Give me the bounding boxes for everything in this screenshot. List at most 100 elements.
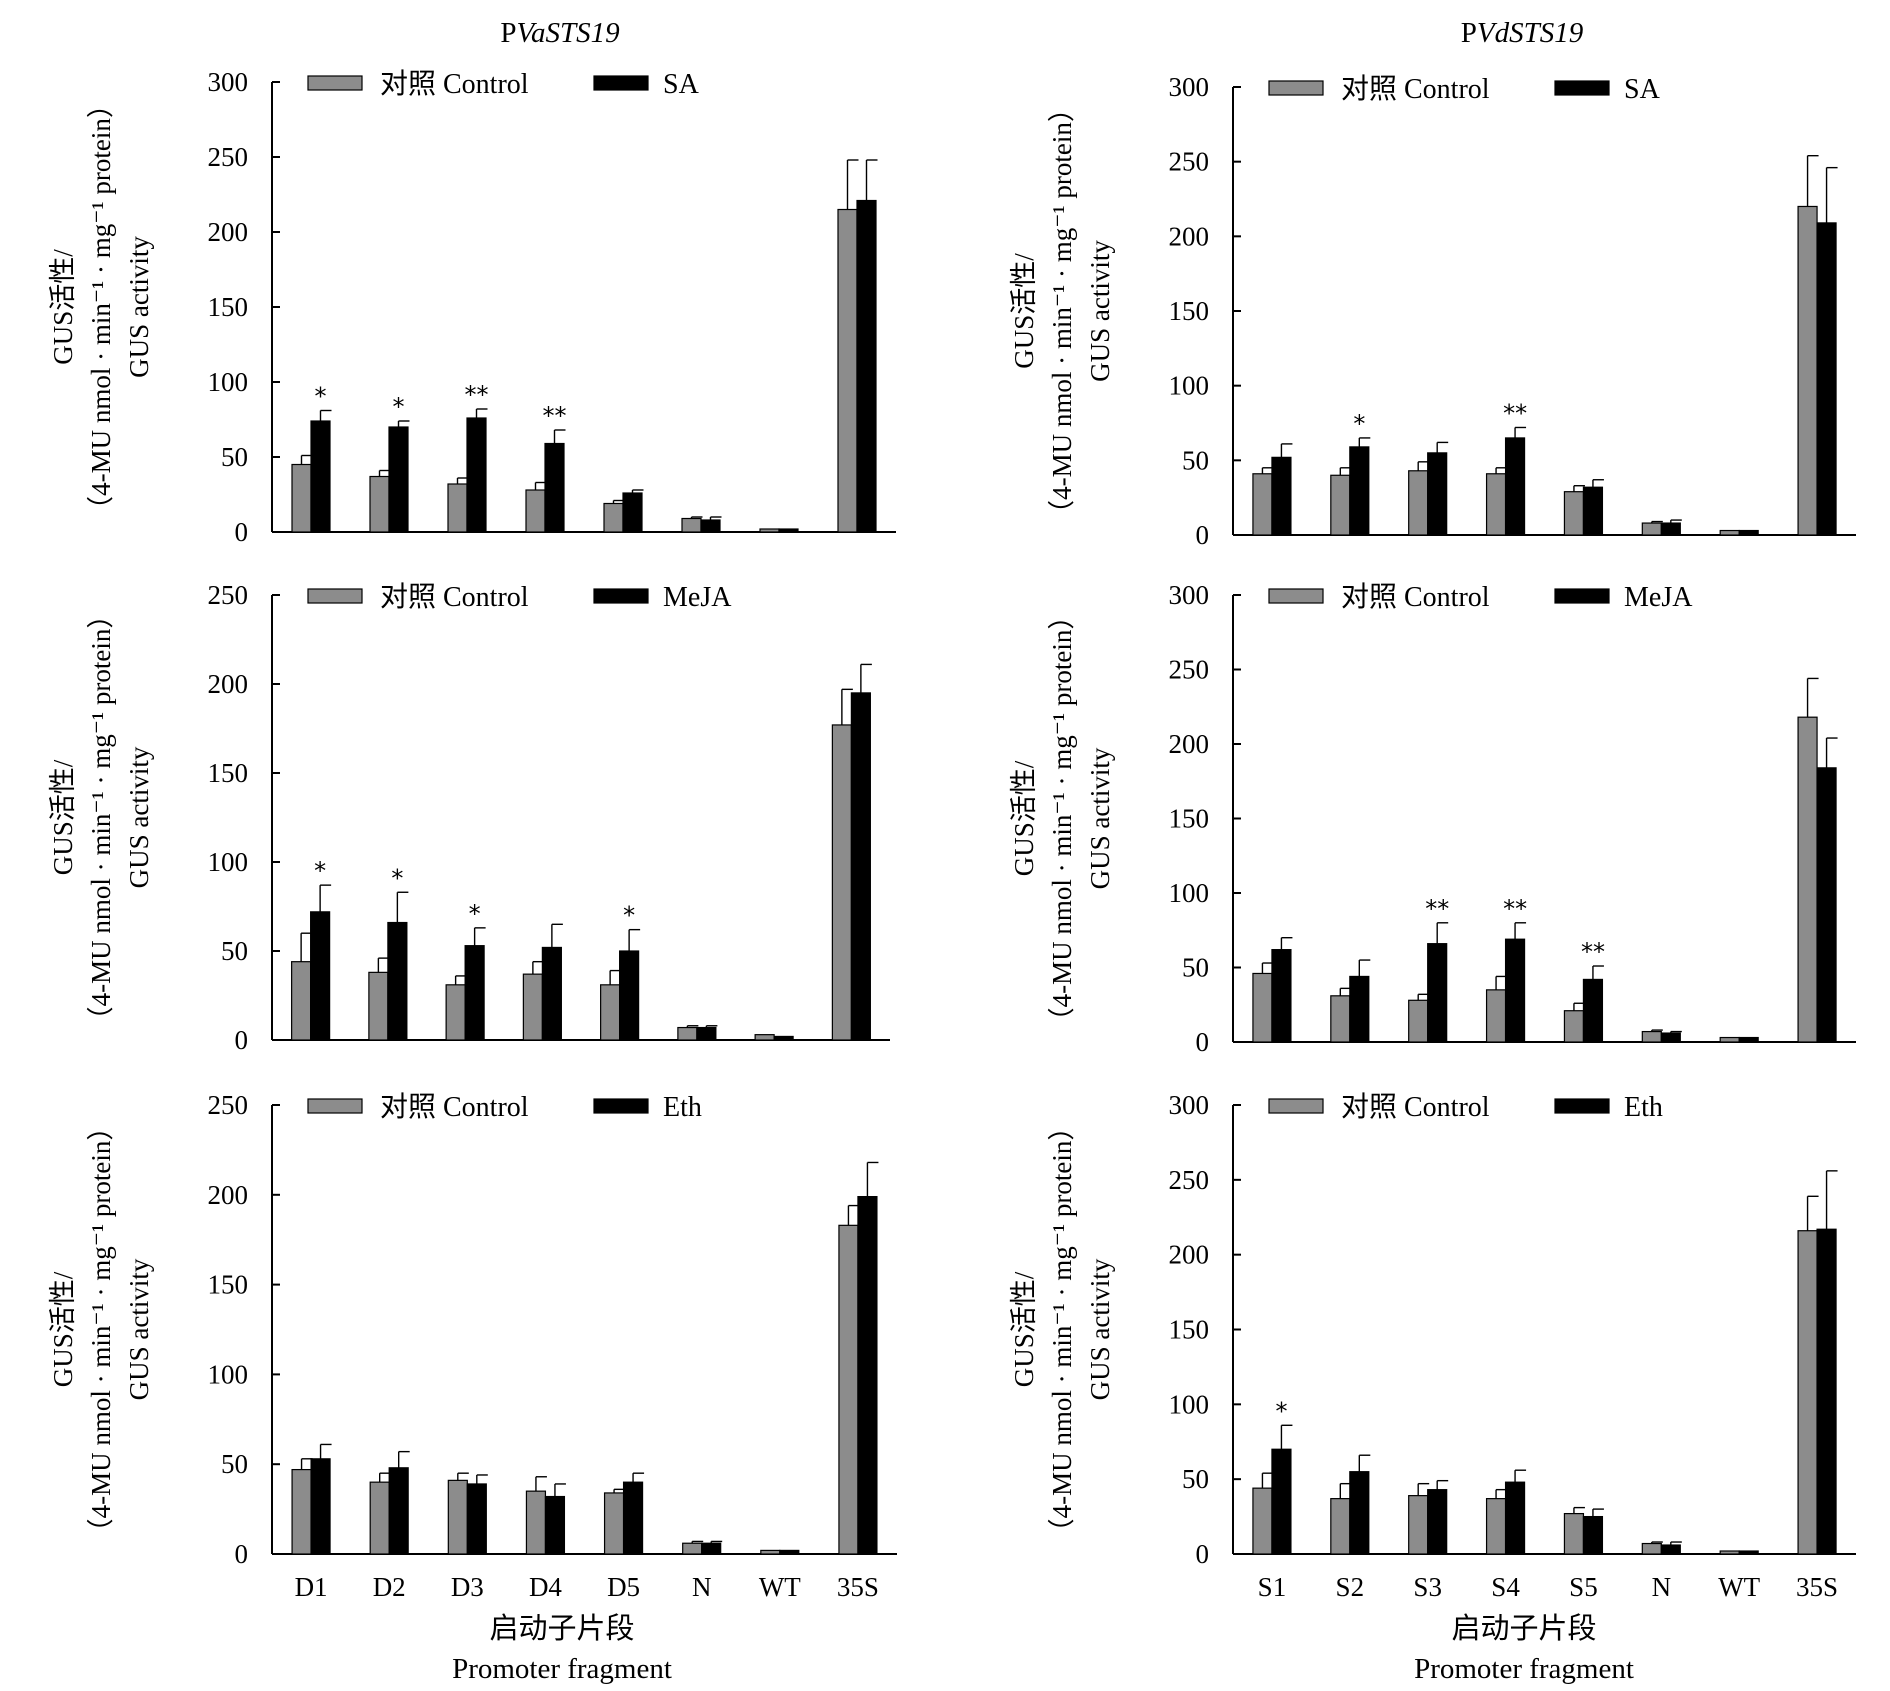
- y-tick-label: 0: [1196, 520, 1210, 550]
- significance-marker: **: [1581, 938, 1605, 966]
- y-tick-label: 150: [208, 758, 249, 788]
- bar-treatment: [1427, 943, 1448, 1043]
- bar-treatment: [388, 1467, 409, 1555]
- bar-control: [1485, 473, 1507, 536]
- bar-treatment: [544, 1495, 566, 1555]
- y-tick-label: 50: [221, 936, 248, 966]
- legend-label-control: 对照 Control: [380, 68, 529, 100]
- x-axis-title-right-cn: 启动子片段: [1451, 1612, 1596, 1645]
- bar-control: [1330, 995, 1351, 1043]
- bar-control: [447, 483, 468, 533]
- bar-control: [1485, 1498, 1507, 1555]
- legend-swatch-control: [1268, 80, 1324, 96]
- bar-control: [525, 489, 546, 533]
- y-tick-label: 250: [1169, 655, 1210, 685]
- legend-swatch-control: [307, 1098, 363, 1114]
- y-axis-label-line1: GUS活性/: [1009, 1271, 1039, 1387]
- x-axis-title-right-en: Promoter fragment: [1414, 1653, 1634, 1685]
- significance-marker: *: [1275, 1397, 1287, 1425]
- x-tick-label: WT: [1718, 1572, 1760, 1602]
- y-tick-label: 200: [208, 217, 249, 247]
- x-axis-title-left-en: Promoter fragment: [452, 1653, 672, 1685]
- y-tick-label: 50: [221, 442, 248, 472]
- bar-control: [1719, 529, 1740, 536]
- y-tick-label: 200: [1169, 729, 1210, 759]
- bar-control: [1252, 972, 1273, 1043]
- column-title-right: PVdSTS19: [1461, 17, 1584, 49]
- x-tick-label: WT: [759, 1572, 801, 1602]
- bar-control: [831, 724, 852, 1041]
- y-axis-label-line2: （4-MU nmol · min⁻¹ · mg⁻¹ protein）: [86, 91, 116, 523]
- significance-marker: **: [1503, 399, 1527, 427]
- significance-marker: **: [1425, 895, 1449, 923]
- significance-marker: *: [623, 902, 635, 930]
- bar-treatment: [1427, 1489, 1448, 1555]
- y-tick-label: 100: [1169, 371, 1210, 401]
- bar-control: [369, 475, 390, 533]
- significance-marker: *: [314, 857, 326, 885]
- y-tick-label: 150: [1169, 296, 1210, 326]
- bar-treatment: [1271, 1448, 1292, 1555]
- bar-control: [759, 528, 780, 533]
- y-tick-label: 50: [1182, 953, 1209, 983]
- legend-label-control: 对照 Control: [380, 1091, 529, 1123]
- legend-swatch-control: [1268, 588, 1324, 604]
- bar-control: [1563, 1010, 1585, 1043]
- bar-treatment: [1582, 1515, 1604, 1555]
- y-axis-label-line1: GUS活性/: [48, 759, 78, 875]
- legend-label-treatment: Eth: [663, 1092, 702, 1123]
- bar-control: [1408, 470, 1429, 536]
- bar-control: [600, 984, 621, 1041]
- bar-treatment: [1816, 1228, 1837, 1555]
- bar-control: [522, 973, 543, 1041]
- x-tick-label: S2: [1336, 1572, 1365, 1602]
- legend-swatch-control: [307, 75, 363, 91]
- y-axis-label: GUS活性/ （4-MU nmol · min⁻¹ · mg⁻¹ protein）…: [1009, 1114, 1115, 1546]
- y-tick-label: 0: [235, 1025, 249, 1055]
- y-tick-label: 0: [235, 1539, 249, 1569]
- bar-control: [1408, 999, 1429, 1043]
- legend-label-treatment: Eth: [1624, 1092, 1663, 1123]
- y-tick-label: 0: [235, 517, 249, 547]
- y-axis-label-line2: （4-MU nmol · min⁻¹ · mg⁻¹ protein）: [1047, 1114, 1077, 1546]
- significance-marker: *: [469, 900, 481, 928]
- bar-control: [1330, 1498, 1351, 1555]
- legend-swatch-treatment: [593, 75, 649, 91]
- y-axis-label-line2: （4-MU nmol · min⁻¹ · mg⁻¹ protein）: [1047, 95, 1077, 527]
- significance-marker: *: [391, 864, 403, 892]
- bar-control: [1797, 1230, 1818, 1555]
- bar-treatment: [541, 946, 562, 1041]
- bar-control: [447, 1479, 468, 1555]
- bar-treatment: [1427, 452, 1448, 536]
- bar-treatment: [696, 1026, 717, 1041]
- y-axis-label-line3: GUS activity: [1085, 747, 1115, 889]
- y-axis-label-line1: GUS活性/: [1009, 253, 1039, 369]
- significance-marker: **: [1503, 895, 1527, 923]
- x-tick-label: D4: [529, 1572, 562, 1602]
- bar-control: [1641, 1542, 1662, 1555]
- y-tick-label: 100: [208, 367, 249, 397]
- bar-treatment: [856, 199, 877, 533]
- x-tick-label: 35S: [837, 1572, 879, 1602]
- y-tick-label: 100: [1169, 878, 1210, 908]
- bar-treatment: [464, 945, 485, 1041]
- bar-control: [838, 1224, 859, 1555]
- y-tick-label: 150: [208, 1270, 249, 1300]
- bar-treatment: [1504, 1481, 1526, 1555]
- y-tick-label: 150: [1169, 1315, 1210, 1345]
- bar-control: [677, 1026, 698, 1041]
- x-tick-label: D1: [295, 1572, 328, 1602]
- bar-control: [1797, 716, 1818, 1043]
- y-axis-label-line1: GUS活性/: [48, 1271, 78, 1387]
- x-tick-label: S4: [1491, 1572, 1520, 1602]
- y-tick-label: 300: [1169, 72, 1210, 102]
- x-tick-label: N: [692, 1572, 712, 1602]
- y-axis-label-line3: GUS activity: [124, 236, 154, 378]
- bar-control: [291, 961, 312, 1041]
- bar-control: [291, 1468, 312, 1555]
- legend-swatch-treatment: [1554, 80, 1610, 96]
- bar-control: [445, 984, 466, 1041]
- y-tick-label: 300: [1169, 1090, 1210, 1120]
- y-tick-label: 50: [221, 1449, 248, 1479]
- y-tick-label: 150: [208, 292, 249, 322]
